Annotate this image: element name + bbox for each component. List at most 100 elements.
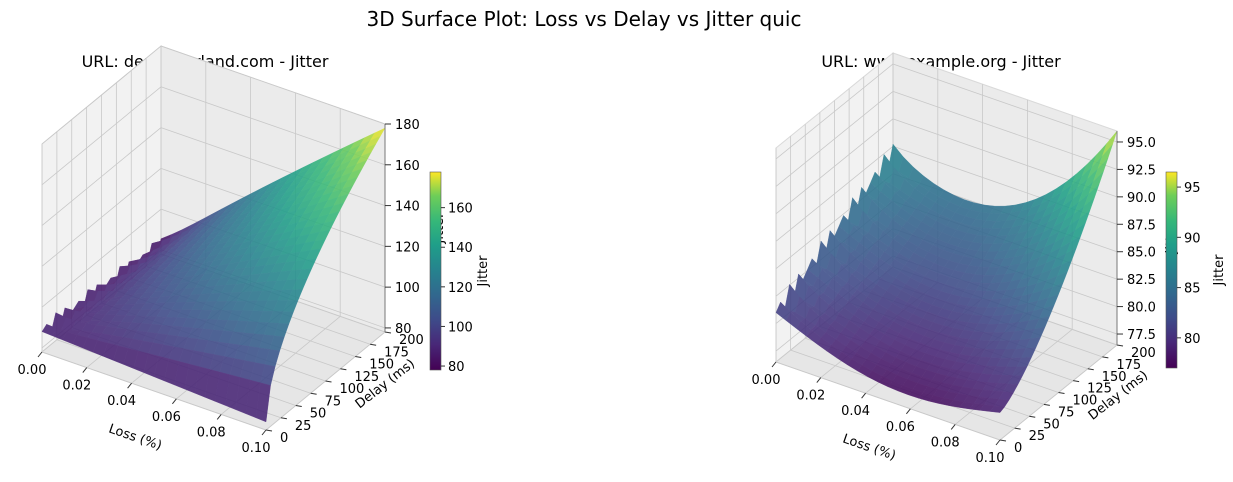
colorbar-label: Jitter — [476, 255, 491, 288]
grid-line — [41, 45, 162, 145]
x-tick-label: 0.00 — [752, 373, 781, 388]
y-tick-label: 175 — [384, 345, 409, 360]
x-tick-label: 0.10 — [242, 441, 271, 456]
grid-line — [892, 63, 1118, 143]
subplot-title: URL: www.example.org - Jitter — [821, 52, 1061, 71]
y-tick-label: 0 — [1014, 441, 1022, 456]
x-tick — [950, 424, 956, 430]
colorbar: 80 85 90 95 Jitter — [1165, 171, 1227, 369]
grid-line — [775, 145, 894, 242]
y-tick-label: 200 — [1131, 346, 1156, 361]
z-tick-label: 95.0 — [1127, 136, 1156, 151]
x-tick — [816, 377, 822, 383]
y-tick-label: 25 — [295, 419, 312, 434]
x-tick — [216, 414, 222, 420]
y-tick — [1116, 344, 1124, 347]
x-tick-label: 0.06 — [152, 410, 181, 425]
grid-line — [775, 63, 894, 160]
grid-line — [775, 118, 894, 215]
x-tick-label: 0.08 — [197, 425, 226, 440]
grid-line — [41, 351, 267, 431]
y-tick — [295, 405, 302, 407]
grid-line — [41, 208, 162, 308]
surface-patch — [989, 405, 1005, 413]
y-tick-label: 175 — [1116, 358, 1141, 373]
x-tick — [82, 367, 88, 373]
y-tick-label: 100 — [1073, 394, 1098, 409]
y-tick — [1102, 356, 1109, 359]
z-tick-label: 160 — [395, 159, 420, 174]
colorbar-tick-label: 85 — [1184, 282, 1201, 297]
grid-line — [775, 91, 894, 187]
y-tick — [340, 368, 347, 371]
colorbar-label: Jitter — [1212, 254, 1227, 287]
z-tick-label: 92.5 — [1127, 163, 1156, 178]
z-tick-label: 180 — [395, 118, 420, 133]
y-tick — [1014, 427, 1021, 430]
y-tick-label: 50 — [1043, 417, 1060, 432]
y-tick-label: 25 — [1029, 429, 1046, 444]
y-tick — [1043, 403, 1050, 406]
z-tick-label: 120 — [395, 240, 420, 255]
z-tick-label: 85.0 — [1127, 246, 1156, 261]
colorbar-gradient — [429, 171, 442, 371]
y-tick-label: 200 — [399, 333, 424, 348]
colorbar-tick-label: 80 — [1184, 332, 1201, 347]
x-tick — [906, 408, 911, 415]
y-tick — [1073, 380, 1080, 383]
y-tick-label: 125 — [1087, 382, 1112, 397]
y-tick — [265, 429, 273, 432]
x-tick — [127, 382, 132, 389]
z-tick-label: 87.5 — [1127, 218, 1156, 233]
x-tick — [771, 361, 777, 368]
colorbar-tick-label: 95 — [1184, 181, 1201, 196]
x-tick — [37, 351, 43, 358]
x-tick-label: 0.04 — [841, 404, 870, 419]
y-tick-label: 125 — [354, 370, 379, 385]
surface — [775, 130, 1118, 413]
y-tick — [280, 417, 287, 420]
y-tick — [999, 439, 1007, 442]
x-tick — [995, 439, 1001, 446]
grid-line — [775, 361, 1001, 441]
z-tick-label: 77.5 — [1127, 328, 1156, 343]
grid-line — [892, 91, 1118, 170]
z-tick-label: 80 — [395, 322, 412, 337]
y-tick — [1058, 392, 1065, 394]
x-tick — [261, 429, 267, 436]
grid-line — [160, 45, 386, 125]
colorbar-tick-label: 120 — [448, 281, 473, 296]
surface-patch — [255, 382, 271, 423]
colorbar-tick-label: 80 — [448, 360, 465, 375]
colorbar: 80 100 120 140 160 Jitter — [429, 171, 491, 375]
x-tick-label: 0.08 — [931, 435, 960, 450]
x-axis-label: Loss (%) — [107, 422, 164, 454]
y-tick — [1087, 368, 1094, 371]
colorbar-tick-label: 140 — [448, 241, 473, 256]
y-tick-label: 75 — [325, 394, 342, 409]
x-tick-label: 0.02 — [796, 389, 825, 404]
z-tick-label: 90.0 — [1127, 191, 1156, 206]
grid-line — [41, 168, 162, 267]
surface-plot-demo-borland: URL: demo.borland.com - Jitter0.000.020.… — [18, 44, 491, 456]
y-tick — [310, 392, 317, 395]
grid-line — [41, 127, 162, 226]
y-tick — [1029, 415, 1036, 418]
x-tick-label: 0.06 — [886, 420, 915, 435]
figure-title: 3D Surface Plot: Loss vs Delay vs Jitter… — [367, 7, 802, 31]
y-tick — [370, 343, 377, 346]
x-axis-label: Loss (%) — [841, 432, 898, 464]
x-tick — [172, 398, 177, 405]
z-tick-label: 80.0 — [1127, 301, 1156, 316]
y-tick-label: 50 — [310, 407, 327, 422]
colorbar-gradient — [1165, 171, 1178, 369]
colorbar-tick-label: 160 — [448, 202, 473, 217]
x-tick-label: 0.04 — [107, 394, 136, 409]
grid-line — [41, 86, 162, 186]
x-tick-label: 0.10 — [976, 451, 1005, 466]
colorbar-tick-label: 90 — [1184, 231, 1201, 246]
z-tick-label: 140 — [395, 200, 420, 215]
z-tick-label: 82.5 — [1127, 273, 1156, 288]
y-tick-label: 0 — [280, 431, 288, 446]
